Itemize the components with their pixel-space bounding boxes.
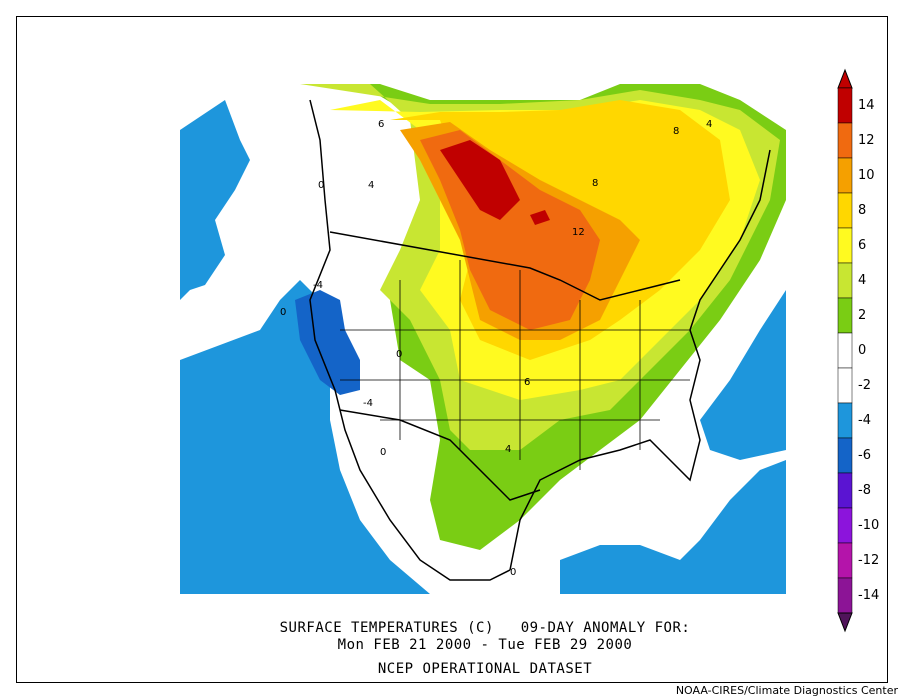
colorbar-tick-label: -4 — [858, 413, 871, 428]
pacific-south-cold-region — [180, 280, 430, 594]
colorbar-tick-label: -14 — [858, 588, 879, 603]
pacific-cold-region — [180, 100, 250, 300]
contour-label: 0 — [280, 307, 286, 318]
contour-label: 0 — [396, 349, 402, 360]
colorbar-tick-label: -12 — [858, 553, 879, 568]
colorbar-tick-label: 8 — [858, 203, 866, 218]
colorbar-swatch — [837, 542, 853, 579]
colorbar-tick-label: 2 — [858, 308, 866, 323]
contour-label: 6 — [524, 377, 530, 388]
colorbar-top-arrow — [837, 68, 853, 89]
east-coastline — [689, 149, 771, 331]
colorbar-tick-label: -8 — [858, 483, 871, 498]
colorbar-swatch — [837, 367, 853, 404]
warm-core-small-region — [530, 210, 550, 225]
colorbar-swatch — [837, 262, 853, 299]
contour-label: 4 — [505, 444, 511, 455]
colorbar-swatch — [837, 192, 853, 229]
colorbar-tick-label: -2 — [858, 378, 871, 393]
us-canada-border — [329, 231, 681, 301]
colorbar-bottom-arrow — [837, 612, 853, 633]
contour-label: 0 — [510, 567, 516, 578]
colorbar-tick-label: 10 — [858, 168, 875, 183]
colorbar-swatch — [837, 297, 853, 334]
colorbar-tick-label: 6 — [858, 238, 866, 253]
colorbar-tick-label: 12 — [858, 133, 875, 148]
us-mexico-border — [339, 409, 541, 501]
west-cold-core-region — [295, 290, 360, 395]
title-line-2: Mon FEB 21 2000 - Tue FEB 29 2000 — [337, 637, 633, 653]
contour-label: 6 — [378, 119, 384, 130]
contour-label: 12 — [572, 227, 585, 238]
contour-label: -4 — [363, 398, 373, 409]
colorbar-swatch — [837, 437, 853, 474]
colorbar-swatch — [837, 402, 853, 439]
colorbar-swatch — [837, 227, 853, 264]
colorbar-tick-label: -6 — [858, 448, 871, 463]
contour-label: -4 — [313, 280, 323, 291]
contour-label: 4 — [706, 119, 712, 130]
colorbar-swatch — [837, 472, 853, 509]
colorbar-swatch — [837, 507, 853, 544]
contour-label: 8 — [673, 126, 679, 137]
colorbar-swatch — [837, 577, 853, 614]
contour-label: 0 — [380, 447, 386, 458]
title-line-1: SURFACE TEMPERATURES (C) 09-DAY ANOMALY … — [279, 620, 691, 636]
contour-label: 4 — [368, 180, 374, 191]
dataset-label: NCEP OPERATIONAL DATASET — [377, 661, 593, 677]
colorbar: 14 12 10 8 6 4 2 0 -2 -4 -6 -8 -10 -12 -14 — [837, 68, 879, 633]
colorbar-swatch — [837, 332, 853, 369]
credit-label: NOAA-CIRES/Climate Diagnostics Center — [675, 684, 898, 697]
map-borders — [309, 99, 771, 581]
colorbar-swatch — [837, 157, 853, 194]
colorbar-tick-label: 14 — [858, 98, 875, 113]
warm-core-region — [440, 140, 520, 220]
gulf-cold-region — [560, 460, 786, 594]
state-lines — [340, 260, 690, 470]
contour-label: 8 — [592, 178, 598, 189]
gulf-coastline — [509, 329, 701, 571]
contour-label: 0 — [318, 180, 324, 191]
colorbar-tick-label: 0 — [858, 343, 866, 358]
shaded-regions — [180, 84, 786, 594]
colorbar-tick-label: -10 — [858, 518, 879, 533]
colorbar-swatch — [837, 122, 853, 159]
contour-labels: 6 4 0 8 4 8 12 -4 0 0 -4 6 4 0 0 — [280, 119, 712, 578]
atlantic-cold-region — [700, 290, 786, 460]
colorbar-tick-label: 4 — [858, 273, 866, 288]
colorbar-swatch — [837, 87, 853, 124]
